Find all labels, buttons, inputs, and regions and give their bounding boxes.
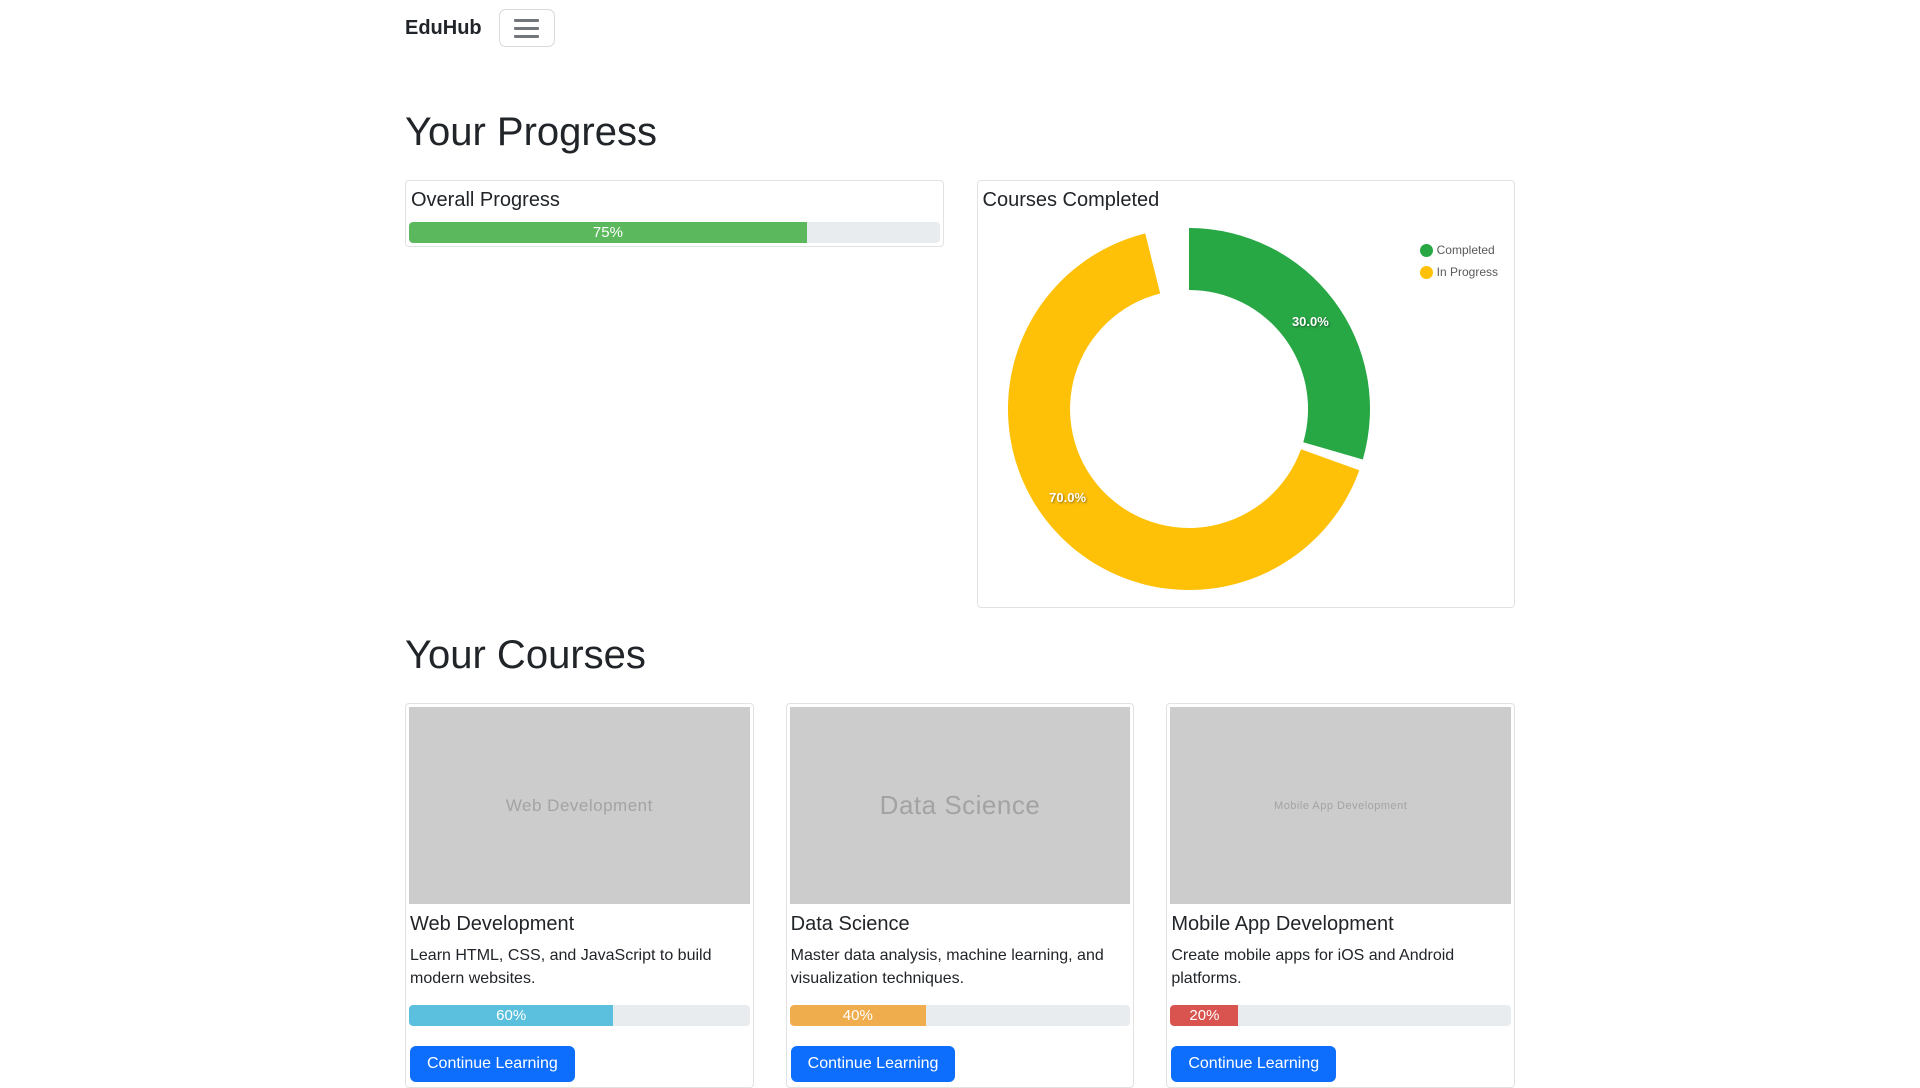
courses-donut: 30.0% 70.0% — [1007, 228, 1370, 591]
overall-progress-title: Overall Progress — [411, 189, 560, 211]
legend-dot-in-progress — [1419, 265, 1433, 279]
course-image-label: Data Science — [879, 790, 1041, 820]
course-progress-value: 20% — [1189, 1007, 1220, 1024]
legend-label-in-progress: In Progress — [1436, 265, 1498, 279]
brand-logo[interactable]: EduHub — [405, 16, 482, 39]
donut-slice-label: 70.0% — [1049, 490, 1086, 505]
legend-item-completed[interactable]: Completed — [1419, 243, 1498, 257]
course-progress-value: 60% — [496, 1007, 527, 1024]
course-image-placeholder: Web Development — [409, 707, 750, 904]
course-title: Mobile App Development — [1171, 913, 1394, 935]
donut-slice-in-progress — [1007, 233, 1359, 591]
course-progress-bar: 60% — [409, 1005, 614, 1026]
course-description: Master data analysis, machine learning, … — [790, 947, 1104, 987]
course-card-web-development: Web Development Web Development Learn HT… — [405, 703, 754, 1088]
navbar-toggler-button[interactable] — [498, 9, 555, 47]
course-progress-value: 40% — [842, 1007, 873, 1024]
course-image-placeholder: Mobile App Development — [1170, 707, 1512, 904]
course-card-data-science: Data Science Data Science Master data an… — [785, 703, 1135, 1088]
course-image-label: Web Development — [505, 795, 653, 815]
course-image-label: Mobile App Development — [1274, 799, 1408, 812]
legend-item-in-progress[interactable]: In Progress — [1419, 265, 1498, 279]
course-progress-track: 60% — [409, 1005, 750, 1026]
course-description: Create mobile apps for iOS and Android p… — [1171, 947, 1455, 987]
courses-section-heading: Your Courses — [405, 633, 646, 677]
course-card-mobile-app-development: Mobile App Development Mobile App Develo… — [1166, 703, 1516, 1088]
chart-legend: Completed In Progress — [1419, 243, 1498, 287]
course-description: Learn HTML, CSS, and JavaScript to build… — [410, 947, 712, 987]
legend-label-completed: Completed — [1436, 243, 1495, 257]
course-progress-bar: 40% — [789, 1005, 926, 1026]
course-image-placeholder: Data Science — [789, 707, 1131, 904]
course-progress-track: 20% — [1170, 1005, 1512, 1026]
donut-slice-completed — [1188, 228, 1370, 460]
course-progress-bar: 20% — [1170, 1005, 1239, 1026]
course-title: Data Science — [790, 913, 910, 935]
overall-progress-value: 75% — [592, 224, 623, 241]
courses-row: Web Development Web Development Learn HT… — [405, 703, 1516, 1088]
navbar: EduHub — [405, 0, 1515, 56]
page-container: EduHub Your Progress Overall Progress 75… — [405, 0, 1516, 1088]
courses-completed-title: Courses Completed — [982, 189, 1160, 211]
courses-completed-card: Courses Completed 30.0% 70.0% Completed I… — [976, 180, 1515, 608]
course-progress-track: 40% — [789, 1005, 1131, 1026]
overall-progress-card: Overall Progress 75% — [405, 180, 944, 247]
donut-slice-label: 30.0% — [1291, 314, 1328, 329]
continue-learning-button[interactable]: Continue Learning — [1171, 1046, 1337, 1082]
legend-dot-completed — [1419, 243, 1433, 257]
course-title: Web Development — [410, 913, 575, 935]
progress-section-heading: Your Progress — [405, 110, 657, 154]
progress-cards-row: Overall Progress 75% Courses Completed 3… — [405, 180, 1515, 608]
continue-learning-button[interactable]: Continue Learning — [410, 1046, 575, 1082]
hamburger-icon — [514, 18, 540, 38]
continue-learning-button[interactable]: Continue Learning — [790, 1046, 956, 1082]
overall-progress-track: 75% — [409, 222, 940, 243]
overall-progress-bar: 75% — [409, 222, 807, 243]
